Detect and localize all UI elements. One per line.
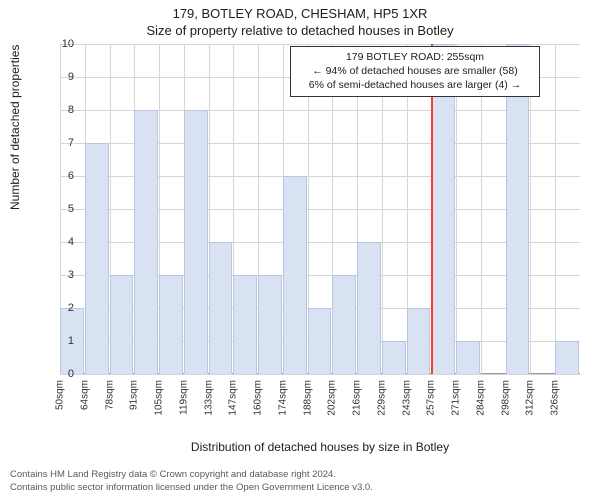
x-tick-label: 91sqm — [129, 380, 140, 410]
bar — [357, 242, 381, 374]
x-tick-label: 174sqm — [277, 380, 288, 416]
title-sub: Size of property relative to detached ho… — [0, 21, 600, 38]
y-tick-label: 2 — [44, 302, 74, 314]
x-axis-label: Distribution of detached houses by size … — [60, 440, 580, 454]
y-gridline — [60, 374, 580, 375]
y-tick-label: 10 — [44, 38, 74, 50]
title-main: 179, BOTLEY ROAD, CHESHAM, HP5 1XR — [0, 0, 600, 21]
annotation-line: ← 94% of detached houses are smaller (58… — [297, 64, 533, 78]
x-tick-label: 202sqm — [327, 380, 338, 416]
x-tick-label: 326sqm — [550, 380, 561, 416]
bar — [85, 143, 109, 374]
x-tick-label: 188sqm — [302, 380, 313, 416]
y-tick-label: 7 — [44, 137, 74, 149]
y-tick-label: 0 — [44, 368, 74, 380]
x-tick-label: 119sqm — [178, 380, 189, 415]
bar — [258, 275, 282, 374]
y-tick-label: 9 — [44, 71, 74, 83]
y-tick-label: 4 — [44, 236, 74, 248]
bar — [110, 275, 134, 374]
x-tick-label: 78sqm — [104, 380, 115, 410]
chart-container: 179, BOTLEY ROAD, CHESHAM, HP5 1XR Size … — [0, 0, 600, 500]
x-tick-label: 229sqm — [376, 380, 387, 416]
bar — [184, 110, 208, 374]
plot-region: 179 BOTLEY ROAD: 255sqm← 94% of detached… — [60, 44, 580, 374]
x-tick-label: 216sqm — [352, 380, 363, 416]
x-tick-label: 284sqm — [475, 380, 486, 416]
x-tick-label: 133sqm — [203, 380, 214, 416]
bar — [233, 275, 257, 374]
x-tick-label: 243sqm — [401, 380, 412, 416]
x-tick-label: 271sqm — [451, 380, 462, 416]
annotation-line: 6% of semi-detached houses are larger (4… — [297, 78, 533, 92]
x-tick-label: 312sqm — [525, 380, 536, 416]
y-tick-label: 3 — [44, 269, 74, 281]
bar — [382, 341, 406, 374]
bar — [308, 308, 332, 374]
x-gridline — [555, 44, 556, 374]
footer-attribution: Contains HM Land Registry data © Crown c… — [10, 469, 373, 494]
bar — [407, 308, 431, 374]
chart-area: 179 BOTLEY ROAD: 255sqm← 94% of detached… — [60, 44, 580, 404]
bar — [555, 341, 579, 374]
y-tick-label: 8 — [44, 104, 74, 116]
footer-line-1: Contains HM Land Registry data © Crown c… — [10, 469, 373, 481]
x-tick-label: 105sqm — [154, 380, 165, 416]
bar — [283, 176, 307, 374]
x-tick-label: 298sqm — [500, 380, 511, 416]
x-tick-label: 257sqm — [426, 380, 437, 416]
bar — [456, 341, 480, 374]
bar — [332, 275, 356, 374]
y-tick-label: 1 — [44, 335, 74, 347]
y-tick-label: 6 — [44, 170, 74, 182]
x-tick-label: 50sqm — [55, 380, 66, 410]
annotation-line: 179 BOTLEY ROAD: 255sqm — [297, 50, 533, 64]
y-tick-label: 5 — [44, 203, 74, 215]
bar — [134, 110, 158, 374]
x-tick-label: 64sqm — [79, 380, 90, 410]
y-axis-label: Number of detached properties — [8, 45, 22, 210]
y-gridline — [60, 44, 580, 45]
bar — [209, 242, 233, 374]
annotation-box: 179 BOTLEY ROAD: 255sqm← 94% of detached… — [290, 46, 540, 97]
x-tick-label: 147sqm — [228, 380, 239, 416]
bar — [159, 275, 183, 374]
x-tick-label: 160sqm — [253, 380, 264, 416]
footer-line-2: Contains public sector information licen… — [10, 482, 373, 494]
